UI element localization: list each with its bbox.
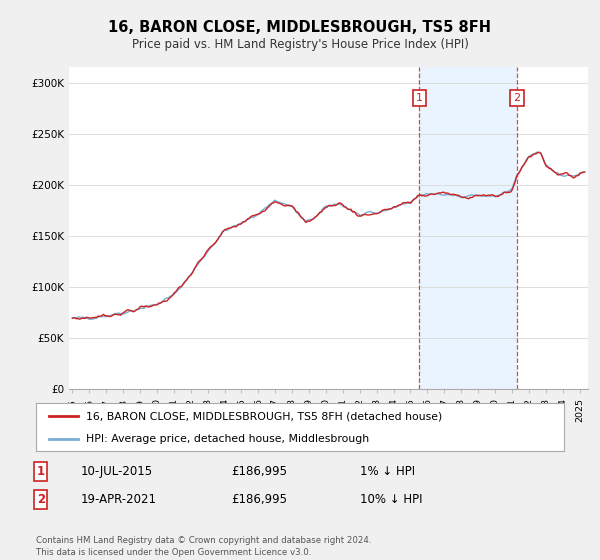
Text: 10% ↓ HPI: 10% ↓ HPI [360, 493, 422, 506]
Text: 10-JUL-2015: 10-JUL-2015 [81, 465, 153, 478]
Text: 2: 2 [514, 93, 521, 103]
Text: £186,995: £186,995 [231, 493, 287, 506]
Text: Contains HM Land Registry data © Crown copyright and database right 2024.
This d: Contains HM Land Registry data © Crown c… [36, 536, 371, 557]
Text: 16, BARON CLOSE, MIDDLESBROUGH, TS5 8FH (detached house): 16, BARON CLOSE, MIDDLESBROUGH, TS5 8FH … [86, 411, 442, 421]
Text: £186,995: £186,995 [231, 465, 287, 478]
Text: 1: 1 [37, 465, 45, 478]
Text: HPI: Average price, detached house, Middlesbrough: HPI: Average price, detached house, Midd… [86, 434, 369, 444]
Text: 1: 1 [416, 93, 423, 103]
Text: 2: 2 [37, 493, 45, 506]
Bar [419, 67, 517, 389]
Text: 1% ↓ HPI: 1% ↓ HPI [360, 465, 415, 478]
Text: Price paid vs. HM Land Registry's House Price Index (HPI): Price paid vs. HM Land Registry's House … [131, 38, 469, 51]
Text: 19-APR-2021: 19-APR-2021 [81, 493, 157, 506]
Text: 16, BARON CLOSE, MIDDLESBROUGH, TS5 8FH: 16, BARON CLOSE, MIDDLESBROUGH, TS5 8FH [109, 20, 491, 35]
